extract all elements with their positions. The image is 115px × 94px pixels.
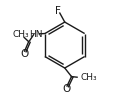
Text: CH₃: CH₃ <box>79 73 96 82</box>
Text: O: O <box>20 49 28 59</box>
Text: HN: HN <box>29 30 43 39</box>
Text: CH₃: CH₃ <box>13 30 29 39</box>
Text: F: F <box>55 6 61 16</box>
Text: O: O <box>62 84 70 94</box>
